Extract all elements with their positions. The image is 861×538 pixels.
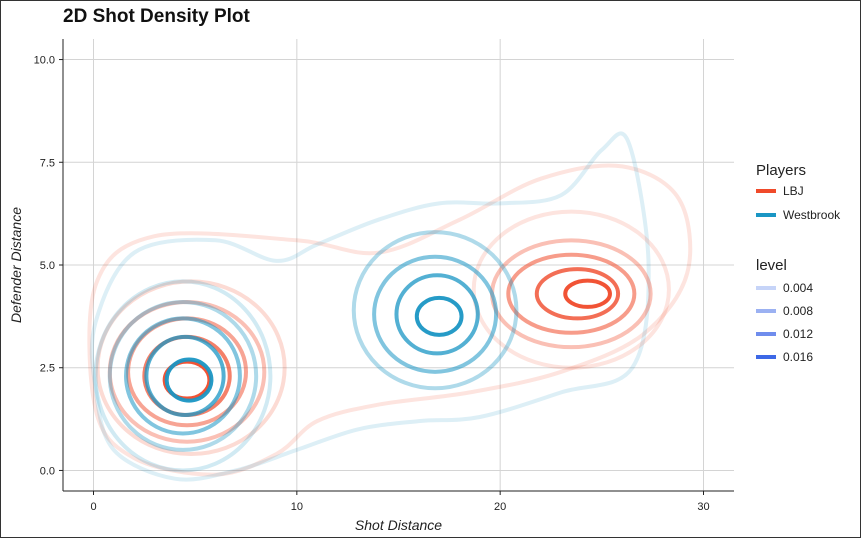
axes: 0 10 20 30 0.0 2.5 5.0 7.5 10.0 Shot Distance Defe…	[8, 39, 734, 533]
westbrook-contour	[107, 299, 259, 452]
y-axis-title: Defender Distance	[8, 207, 24, 323]
lbj-contour	[471, 209, 671, 370]
x-axis-title: Shot Distance	[355, 517, 442, 533]
x-tick-label: 10	[291, 501, 303, 513]
westbrook-contour	[394, 273, 480, 356]
chart-title: 2D Shot Density Plot	[63, 6, 250, 27]
westbrook-contour	[124, 316, 242, 436]
level-legend-title: level	[756, 257, 787, 274]
players-legend-label: Westbrook	[783, 208, 841, 222]
westbrook-contour	[414, 295, 464, 337]
level-legend-label: 0.016	[783, 350, 813, 364]
lbj-contour	[95, 279, 287, 457]
westbrook-contour	[93, 279, 273, 473]
level-legend-label: 0.008	[783, 304, 813, 318]
x-tick-label: 20	[494, 501, 506, 513]
x-tick-label: 0	[90, 501, 96, 513]
level-legend-label: 0.004	[783, 281, 813, 295]
y-tick-label: 10.0	[34, 55, 55, 67]
lbj-outer-contour	[87, 163, 693, 477]
lbj-contour	[563, 278, 612, 309]
westbrook-outer-contour	[89, 131, 651, 482]
westbrook-contour	[351, 230, 519, 391]
lbj-contour	[534, 267, 621, 321]
lbj-contour	[506, 252, 637, 335]
x-tick-label: 30	[697, 501, 709, 513]
contour-lines	[93, 209, 671, 473]
y-tick-label: 7.5	[40, 157, 55, 169]
legend: Players LBJ Westbrook level 0.004 0.008 0.012 0…	[756, 162, 841, 364]
westbrook-contour	[144, 334, 226, 417]
y-tick-label: 2.5	[40, 363, 55, 375]
outer-contours	[87, 131, 693, 482]
y-tick-label: 5.0	[40, 260, 55, 272]
y-tick-label: 0.0	[40, 465, 55, 477]
level-legend-label: 0.012	[783, 327, 813, 341]
westbrook-contour	[164, 357, 214, 403]
westbrook-contour	[372, 254, 499, 374]
grid-lines	[63, 39, 734, 491]
players-legend-title: Players	[756, 162, 806, 179]
lbj-contour	[107, 299, 267, 444]
players-legend-label: LBJ	[783, 184, 804, 198]
